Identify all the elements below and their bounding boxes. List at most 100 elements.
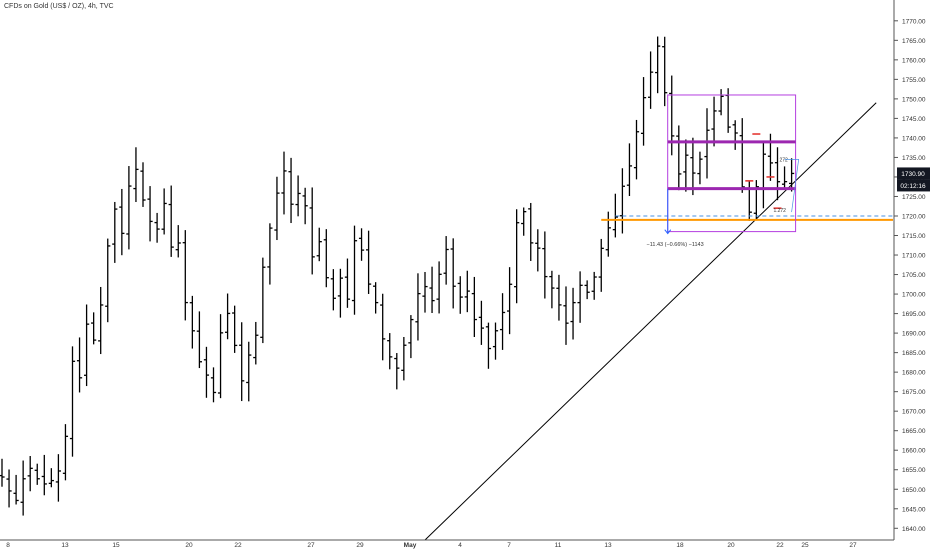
ohlc-bar xyxy=(351,225,358,315)
y-tick-label: 1695.00 xyxy=(902,311,926,318)
y-tick-label: 1675.00 xyxy=(902,389,926,396)
ohlc-bar xyxy=(34,463,40,485)
ohlc-bar xyxy=(76,337,83,393)
ohlc-bar xyxy=(485,322,492,369)
ohlc-bar xyxy=(203,346,210,398)
y-tick-label: 1660.00 xyxy=(902,448,926,455)
ohlc-bar xyxy=(91,312,97,345)
ohlc-bar xyxy=(443,236,449,285)
last-price-tag xyxy=(897,167,930,180)
x-tick-label: 15 xyxy=(112,542,120,549)
ohlc-bar xyxy=(464,270,470,313)
ohlc-bar xyxy=(422,271,428,313)
ohlc-bar xyxy=(147,186,153,242)
y-tick-label: 1645.00 xyxy=(902,506,926,513)
range-rectangle xyxy=(667,94,797,233)
ohlc-bar xyxy=(690,137,696,196)
ohlc-bar xyxy=(175,225,181,258)
ohlc-bar xyxy=(6,469,12,508)
ohlc-bar xyxy=(337,268,343,318)
ohlc-bar xyxy=(0,458,5,487)
ohlc-bar xyxy=(711,96,717,147)
y-tick-label: 1655.00 xyxy=(902,467,926,474)
ohlc-bar xyxy=(640,77,647,146)
ohlc-bar xyxy=(774,147,781,201)
ohlc-bar xyxy=(196,311,202,369)
ohlc-bar xyxy=(84,304,90,387)
ohlc-bar xyxy=(669,75,675,156)
ohlc-bar xyxy=(281,151,287,215)
ohlc-bar xyxy=(789,158,795,192)
ohlc-bar xyxy=(126,166,132,250)
ohlc-bar xyxy=(521,207,527,236)
trendline xyxy=(424,102,877,541)
x-tick-label: 7 xyxy=(507,542,511,549)
fib-label-bottom: 1.272 xyxy=(773,208,786,214)
y-tick-label: 1690.00 xyxy=(902,331,926,338)
ohlc-bar xyxy=(781,166,788,189)
ohlc-bar xyxy=(704,108,710,179)
y-tick-label: 1765.00 xyxy=(902,38,926,45)
ohlc-bar xyxy=(189,295,195,349)
ohlc-bar xyxy=(591,271,597,300)
x-tick-label: 27 xyxy=(849,542,857,549)
x-tick-label: 22 xyxy=(234,542,242,549)
ohlc-bar xyxy=(105,238,111,323)
x-tick-label: 20 xyxy=(185,542,193,549)
x-tick-label: 27 xyxy=(307,542,315,549)
y-tick-label: 1710.00 xyxy=(902,253,926,260)
ohlc-bar xyxy=(436,261,442,314)
ohlc-bar xyxy=(535,229,541,272)
ohlc-bar xyxy=(584,280,590,300)
y-tick-label: 1725.00 xyxy=(902,194,926,201)
measure-arrowhead xyxy=(664,229,672,235)
y-tick-label: 1720.00 xyxy=(902,213,926,220)
ohlc-bar xyxy=(760,140,766,209)
ohlc-bar xyxy=(528,202,534,261)
x-tick-label: 25 xyxy=(801,542,809,549)
ohlc-bar xyxy=(718,89,724,116)
ohlc-bar xyxy=(119,188,125,256)
ohlc-bar xyxy=(415,273,421,341)
ohlc-bar xyxy=(499,293,506,350)
ohlc-bar xyxy=(168,185,174,257)
ohlc-bar xyxy=(732,120,738,150)
y-tick-label: 1700.00 xyxy=(902,292,926,299)
ohlc-bar xyxy=(471,276,477,338)
ohlc-bar xyxy=(492,322,499,360)
ohlc-bar xyxy=(253,321,259,365)
ohlc-bar xyxy=(13,474,19,505)
ohlc-bar xyxy=(570,287,576,340)
ohlc-bar xyxy=(161,188,167,235)
ohlc-bar xyxy=(598,238,604,292)
ohlc-bar xyxy=(48,468,54,488)
ohlc-bar xyxy=(274,176,280,241)
ohlc-bar xyxy=(344,258,351,308)
ohlc-bar xyxy=(753,180,759,220)
ohlc-bar xyxy=(260,257,266,344)
ohlc-bar xyxy=(133,147,139,203)
ohlc-bar xyxy=(429,266,435,314)
ohlc-bar xyxy=(633,119,640,180)
ohlc-bar xyxy=(577,271,583,323)
countdown-tag xyxy=(897,179,930,192)
ohlc-bar xyxy=(69,346,76,457)
ohlc-bar xyxy=(450,238,456,309)
ohlc-bar xyxy=(232,305,238,353)
ohlc-bar xyxy=(225,293,231,340)
chart-title: CFDs on Gold (US$ / OZ), 4h, TVC xyxy=(4,3,114,10)
ohlc-bar xyxy=(746,180,752,221)
ohlc-bar xyxy=(366,230,372,294)
ohlc-bar xyxy=(739,118,745,193)
y-tick-label: 1760.00 xyxy=(902,57,926,64)
fib-label-top: 272 xyxy=(780,157,789,163)
measure-label: −11.43 (−0.66%) −1143 xyxy=(647,242,704,248)
x-tick-label: 13 xyxy=(61,542,69,549)
x-tick-label: 4 xyxy=(458,542,462,549)
ohlc-bar xyxy=(140,162,146,207)
ohlc-bar xyxy=(239,322,245,402)
y-tick-label: 1770.00 xyxy=(902,18,926,25)
ohlc-bar xyxy=(373,282,379,314)
